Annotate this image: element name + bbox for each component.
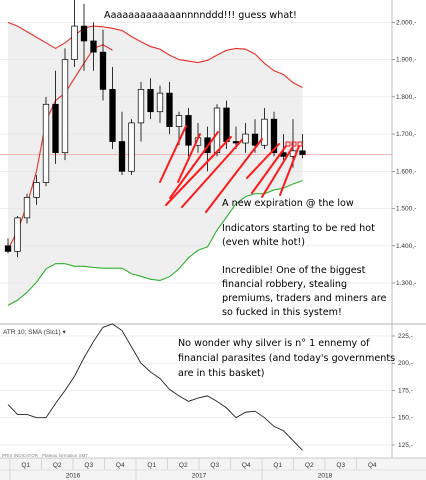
candle [33,175,40,205]
band-fill [8,22,303,306]
candle [61,48,69,161]
price-grid [0,22,392,284]
candle [109,67,116,149]
indicator-tick-label: 225,- [398,333,413,340]
quarter-label: Q4 [116,462,125,469]
quarter-label: Q3 [210,462,219,469]
price-tick-label: 1.400,- [396,243,416,250]
annotation-silver-3: are in this basket) [178,368,265,379]
upper-band-line [7,21,303,89]
candle [185,108,192,157]
quarter-label: Q4 [242,462,251,469]
price-y-axis: 1.300,- 1.400,- 1.500,- 1.600,- 1.700,- 1.800… [391,0,416,480]
annotation-silver-2: financial parasites (and today's governm… [178,353,395,364]
annotation-robbery-4: so fucked in this system! [222,307,342,318]
lower-band-line [7,180,303,306]
price-tick-label: 1.900,- [396,57,416,64]
candle [52,70,59,164]
candle [14,216,21,257]
candles [4,0,306,257]
candle [90,22,97,71]
red-annotation-marks [159,125,303,213]
atr-line [7,323,303,451]
indicator-footer: PRIX INDICATOR · Plateau formation SMT [2,453,88,458]
price-tick-label: 1.500,- [396,206,416,213]
indicator-tick-label: 125,- [398,442,413,449]
quarter-label: Q2 [179,462,188,469]
year-label: 2016 [66,473,81,480]
price-tick-label: 1.700,- [396,131,416,138]
candle [42,96,50,187]
annotation-robbery-3: premiums, traders and miners are [222,293,387,304]
annotation-robbery-1: Incredible! One of the biggest [222,265,366,276]
quarter-label: Q2 [53,462,62,469]
candle [242,122,249,153]
quarter-label: Q4 [368,462,377,469]
quarter-label: Q3 [84,462,93,469]
quarter-label: Q3 [336,462,345,469]
indicator-tick-label: 200,- [398,360,413,367]
candle [4,238,12,254]
candle [147,78,154,120]
candle [118,111,126,176]
annotation-robbery-2: financial robbery, stealing [222,279,347,290]
quarter-label: Q1 [273,462,282,469]
candle [128,119,135,176]
annotation-expiration: A new expiration @ the low [222,198,354,209]
candle [99,29,107,101]
price-tick-label: 1.600,- [396,168,416,175]
quarter-label: Q2 [305,462,314,469]
price-panel: 1.300,- 1.400,- 1.500,- 1.600,- 1.700,- 1.800… [0,0,416,480]
price-tick-label: 1.300,- [396,280,416,287]
quarter-label: Q1 [147,462,156,469]
candle [166,81,173,135]
price-tick-label: 1.800,- [396,94,416,101]
quarter-label: Q1 [21,462,30,469]
candle [137,81,145,142]
indicator-title: ATR 10; SMA (Slc1) ▾ [3,329,66,336]
indicator-tick-label: 150,- [398,415,413,422]
year-label: 2017 [192,473,207,480]
candle [261,108,268,149]
x-axis: Q1 Q2 Q3 Q4 Q1 Q2 Q3 Q4 Q1 Q2 Q3 Q4 2016 2017 2018 [0,457,426,480]
candle [156,85,164,123]
candle [80,3,88,71]
year-label: 2018 [318,473,333,480]
indicator-panel: ATR 10; SMA (Slc1) ▾ 125,- 150,- 175,- 200,… [0,323,413,458]
annotation-indicators-1: Indicators starting to be red hot [222,223,375,234]
indicator-tick-label: 175,- [398,387,413,394]
indicator-y-axis: 125,- 150,- 175,- 200,- 225,- [392,333,413,449]
price-tick-label: 2.000,- [396,19,416,26]
annotation-silver-1: No wonder why silver is n° 1 ennemy of [178,338,370,349]
candle [23,193,31,224]
headline-annotation: Aaaaaaaaaaaaannnnddd!!! guess what! [104,10,297,21]
candle [71,0,78,68]
annotation-indicators-2: (even white hot!) [222,237,305,248]
